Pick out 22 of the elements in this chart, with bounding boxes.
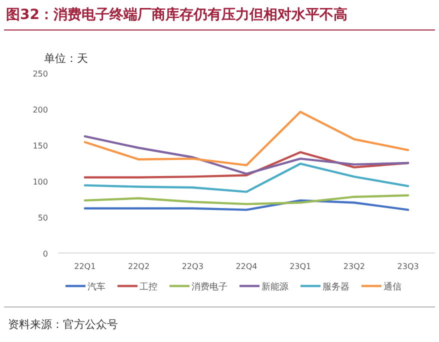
legend-label: 服务器 [322, 282, 350, 292]
text: 资料来源：官方公众号 [8, 318, 118, 331]
ylabel: 单位：天 [44, 52, 88, 65]
x-tick-label: 22Q4 [236, 262, 258, 271]
legend-label: 工控 [140, 282, 158, 292]
y-tick-label: 250 [32, 70, 48, 78]
x-tick-label: 23Q1 [290, 262, 312, 271]
x-tick-label: 23Q3 [397, 262, 419, 271]
y-tick-label: 100 [32, 178, 48, 186]
legend-label: 汽车 [88, 282, 106, 292]
y-tick-label: 150 [32, 142, 48, 150]
legend-label: 通信 [384, 282, 402, 292]
x-tick-label: 22Q1 [74, 262, 96, 271]
y-tick-label: 200 [32, 106, 48, 114]
y-tick-label: 50 [38, 214, 48, 222]
legend-label: 新能源 [262, 282, 288, 292]
title: 图32：消费电子终端厂商库存仍有压力但相对水平不高 [6, 7, 348, 23]
x-tick-label: 23Q2 [343, 262, 366, 271]
y-tick-label: 0 [42, 250, 48, 258]
legend-label: 消费电子 [192, 282, 228, 292]
x-tick-label: 22Q3 [182, 262, 204, 271]
x-tick-label: 22Q2 [128, 262, 150, 271]
